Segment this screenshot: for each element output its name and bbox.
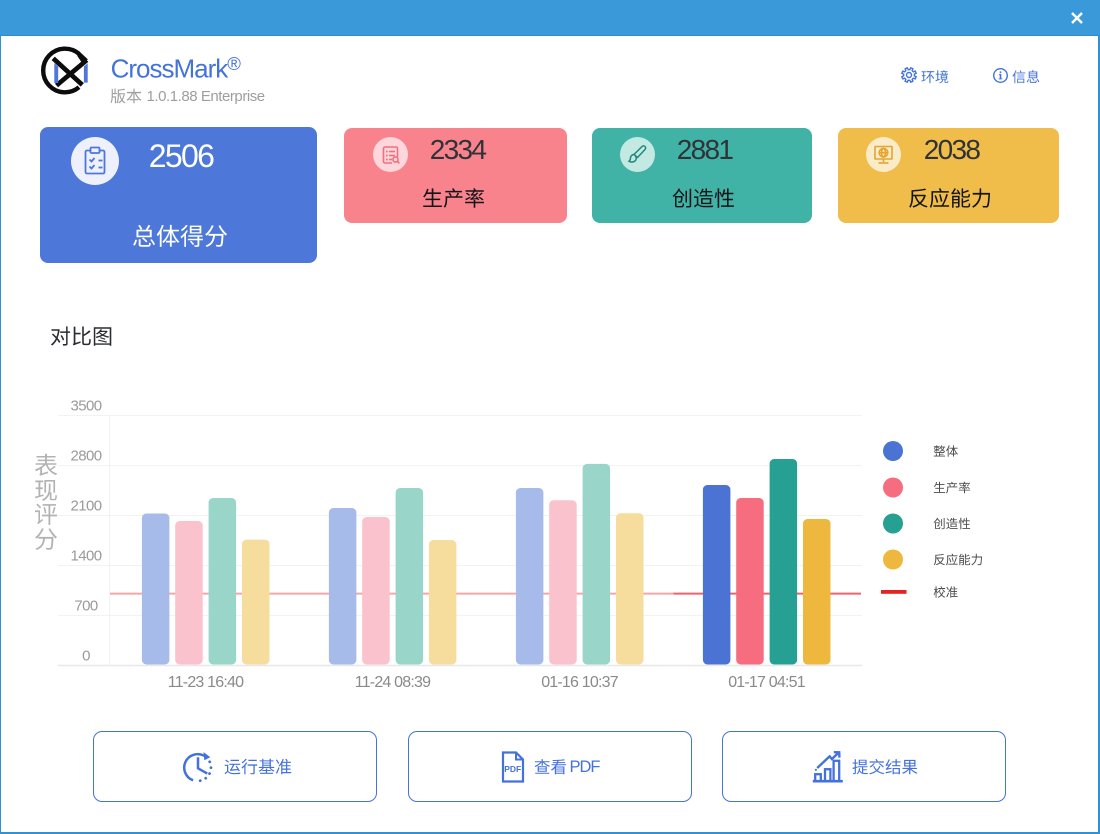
svg-text:2100: 2100 xyxy=(71,497,102,514)
svg-text:01-16 10:37: 01-16 10:37 xyxy=(541,674,619,691)
svg-text:11-24 08:39: 11-24 08:39 xyxy=(355,674,431,691)
svg-text:01-17 04:51: 01-17 04:51 xyxy=(728,674,806,691)
svg-text:3500: 3500 xyxy=(71,397,102,414)
svg-text:700: 700 xyxy=(74,597,97,614)
svg-text:PDF: PDF xyxy=(504,764,521,774)
svg-text:11-23 16:40: 11-23 16:40 xyxy=(168,674,244,691)
svg-text:1400: 1400 xyxy=(71,547,102,564)
svg-text:0: 0 xyxy=(82,647,90,664)
svg-text:2800: 2800 xyxy=(71,447,102,464)
